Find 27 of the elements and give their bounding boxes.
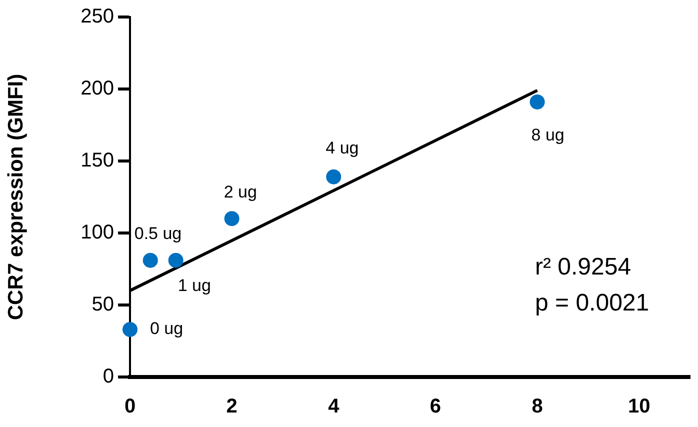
annotation: r² 0.9254 — [535, 254, 632, 281]
point — [142, 252, 158, 268]
point — [168, 252, 184, 268]
annotation: 8 ug — [531, 126, 564, 145]
x-tick-label: 6 — [430, 396, 442, 418]
annotation: p = 0.0021 — [535, 290, 650, 317]
x-tick-label: 0 — [124, 396, 136, 418]
y-tick-label: 200 — [80, 78, 114, 100]
annotation: 1 ug — [178, 276, 211, 296]
y-axis-title: CCR7 expression (GMFI) — [4, 74, 28, 320]
y-tick-label: 100 — [80, 222, 114, 244]
y-tick-label: 150 — [80, 150, 114, 172]
point — [224, 211, 240, 226]
x-tick-label: 4 — [328, 396, 340, 418]
x-tick-label: 8 — [532, 396, 543, 418]
y-tick-label: 0 — [102, 366, 114, 388]
annotation: 4 ug — [326, 138, 359, 158]
annotation: 0.5 ug — [134, 224, 182, 244]
y-tick-label: 250 — [80, 6, 114, 28]
x-tick-label: 10 — [628, 396, 650, 418]
annotation: 0 ug — [150, 319, 184, 338]
y-tick-label: 50 — [92, 294, 114, 316]
point — [122, 322, 138, 337]
point — [530, 94, 545, 110]
x-tick-label: 2 — [226, 396, 238, 418]
annotation: 2 ug — [224, 182, 257, 202]
point — [326, 169, 342, 184]
